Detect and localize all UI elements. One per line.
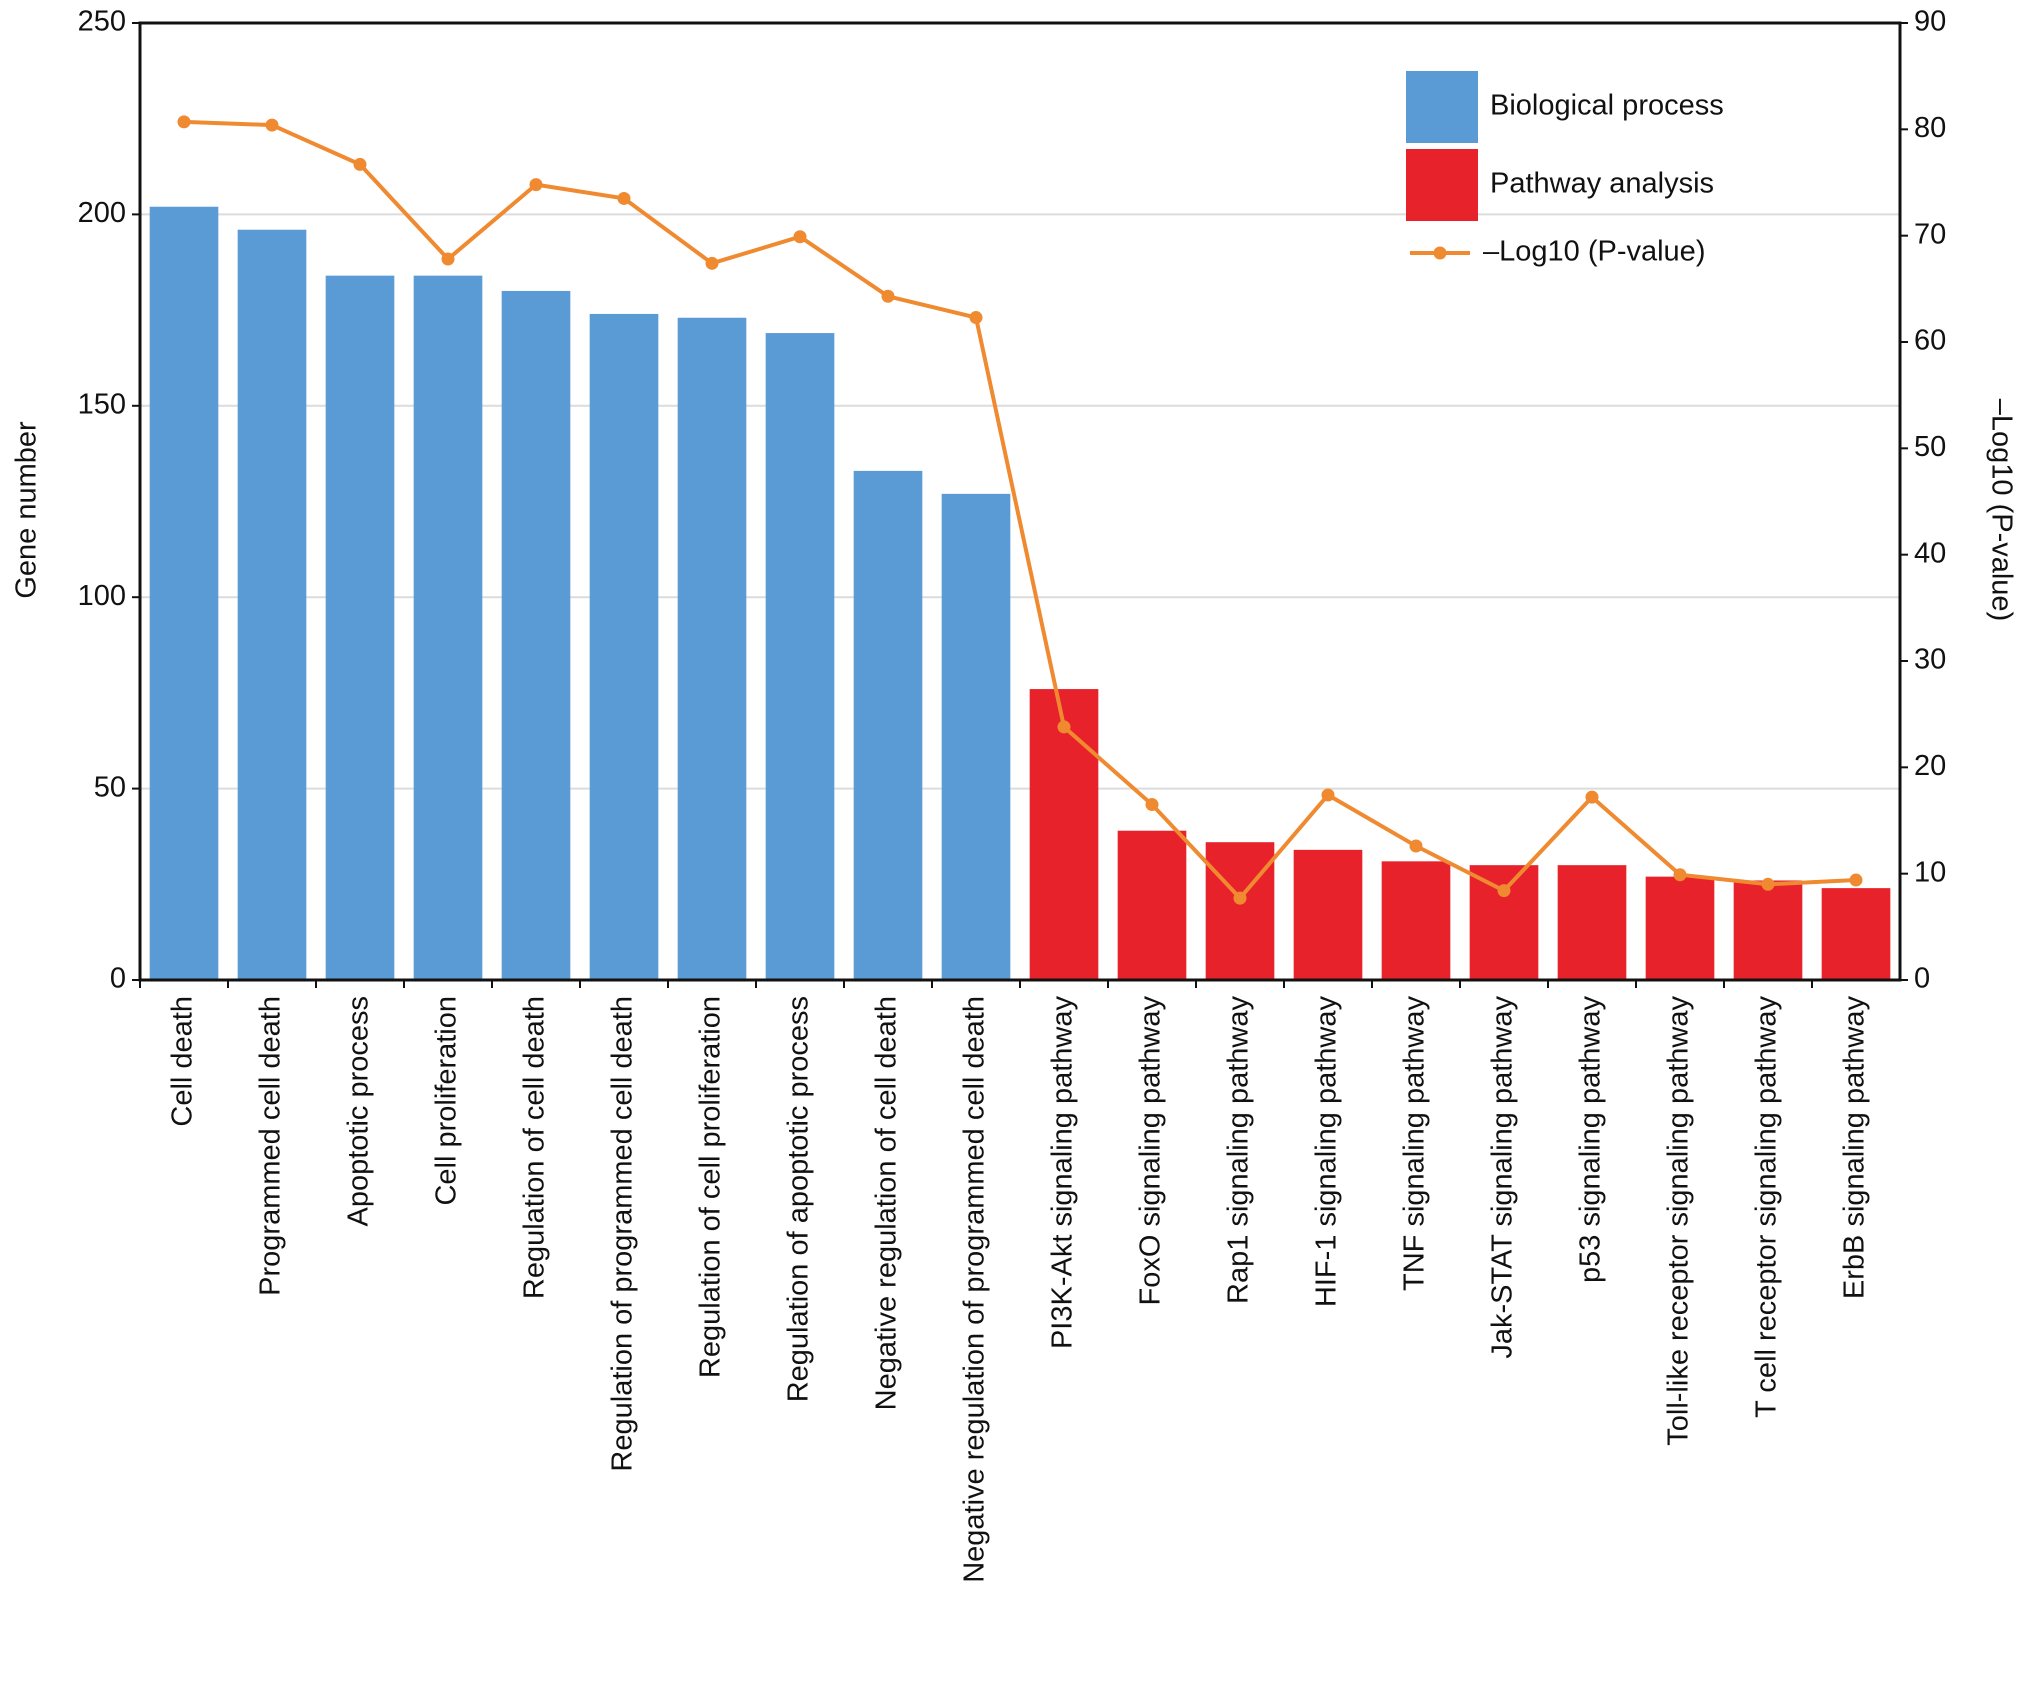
x-tick-label: Regulation of cell death [519, 996, 551, 1299]
y2-tick-label: 40 [1914, 537, 1946, 569]
x-tick-label: HIF-1 signaling pathway [1311, 996, 1343, 1308]
y2-tick-label: 70 [1914, 218, 1946, 250]
bar [1029, 689, 1099, 980]
bar [677, 317, 747, 981]
bar [589, 313, 659, 981]
bar [941, 493, 1011, 980]
x-tick-label: TNF signaling pathway [1399, 996, 1431, 1291]
y2-axis-label: –Log10 (P-value) [1985, 399, 2017, 621]
x-tick-label: FoxO signaling pathway [1135, 996, 1167, 1306]
x-tick-label: Cell death [167, 996, 199, 1127]
y-tick-label: 150 [78, 388, 126, 420]
x-tick-label: p53 signaling pathway [1575, 996, 1607, 1283]
point [529, 178, 543, 192]
bar [1293, 849, 1363, 980]
bar [413, 275, 483, 980]
bar [1205, 842, 1275, 980]
bar [1469, 865, 1539, 980]
x-tick-label: Apoptotic process [343, 996, 375, 1227]
y2-tick-label: 60 [1914, 325, 1946, 357]
y2-tick-label: 20 [1914, 750, 1946, 782]
point [793, 230, 807, 244]
bar [1557, 865, 1627, 980]
point [705, 256, 719, 270]
y2-tick-label: 90 [1914, 6, 1946, 38]
point [881, 289, 895, 303]
point [1673, 868, 1687, 882]
x-tick-label: Negative regulation of programmed cell d… [959, 996, 991, 1583]
point [1057, 720, 1071, 734]
point [1761, 877, 1775, 891]
bar [325, 275, 395, 980]
bar [1821, 888, 1891, 980]
bar [853, 470, 923, 980]
point [177, 115, 191, 129]
y2-tick-label: 10 [1914, 856, 1946, 888]
x-tick-label: Rap1 signaling pathway [1223, 996, 1255, 1304]
y2-tick-label: 80 [1914, 112, 1946, 144]
point [1321, 788, 1335, 802]
point [1497, 884, 1511, 898]
y2-tick-label: 0 [1914, 963, 1930, 995]
y-axis-label: Gene number [11, 421, 43, 599]
point [353, 157, 367, 171]
point [1233, 891, 1247, 905]
legend-swatch [1406, 71, 1478, 143]
x-tick-label: Regulation of programmed cell death [607, 996, 639, 1472]
point [265, 118, 279, 132]
x-tick-label: Programmed cell death [255, 996, 287, 1296]
bar [1733, 880, 1803, 980]
legend-label: Biological process [1490, 90, 1724, 122]
point [1849, 873, 1863, 887]
bar [1645, 876, 1715, 980]
bar [237, 229, 307, 980]
bar [501, 290, 571, 981]
x-tick-label: Regulation of cell proliferation [695, 996, 727, 1378]
bar [1117, 830, 1187, 980]
point [1145, 798, 1159, 812]
bar [149, 206, 219, 980]
x-tick-label: ErbB signaling pathway [1839, 996, 1871, 1300]
y-tick-label: 50 [94, 771, 126, 803]
point [1585, 790, 1599, 804]
y-tick-label: 100 [78, 580, 126, 612]
bar [1381, 861, 1451, 980]
y-tick-label: 250 [78, 6, 126, 38]
x-tick-label: Negative regulation of cell death [871, 996, 903, 1410]
x-tick-label: Toll-like receptor signaling pathway [1663, 996, 1695, 1446]
legend-swatch [1406, 149, 1478, 221]
x-tick-label: Cell proliferation [431, 996, 463, 1206]
y-tick-label: 200 [78, 197, 126, 229]
y-tick-label: 0 [110, 963, 126, 995]
point [441, 252, 455, 266]
line [183, 119, 1857, 902]
point [969, 311, 983, 325]
legend-label: Pathway analysis [1490, 168, 1714, 200]
y2-tick-label: 50 [1914, 431, 1946, 463]
y2-tick-label: 30 [1914, 644, 1946, 676]
legend-marker [1433, 246, 1447, 260]
point [617, 191, 631, 205]
x-tick-label: T cell receptor signaling pathway [1751, 996, 1783, 1418]
x-tick-label: Jak-STAT signaling pathway [1487, 996, 1519, 1359]
bar [765, 333, 835, 980]
point [1409, 839, 1423, 853]
x-tick-label: Regulation of apoptotic process [783, 996, 815, 1402]
x-tick-label: PI3K-Akt signaling pathway [1047, 996, 1079, 1350]
plot-frame [138, 21, 1902, 982]
legend-label: –Log10 (P-value) [1483, 236, 1705, 268]
